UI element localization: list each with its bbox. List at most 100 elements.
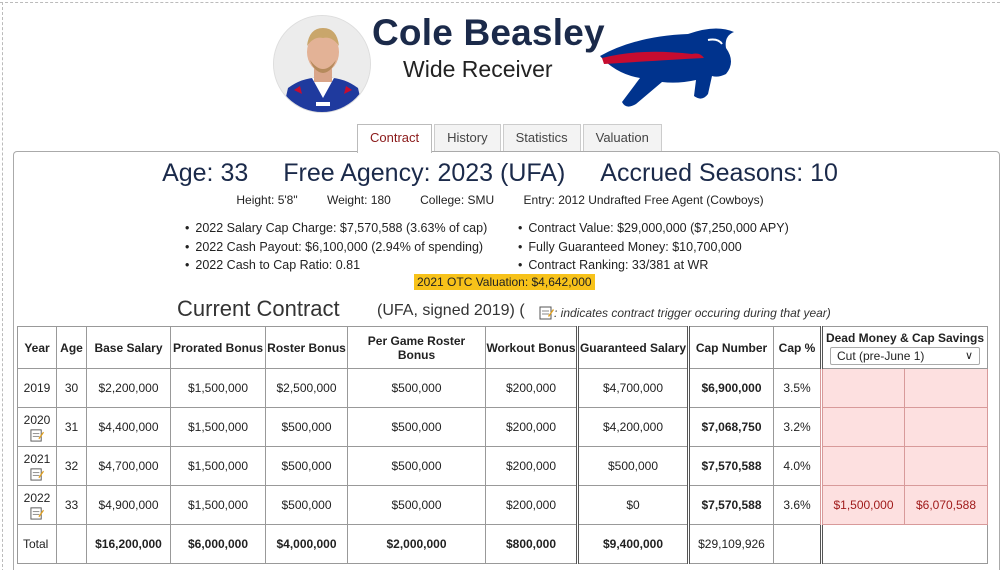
cell-age: 32 — [56, 446, 87, 486]
paren-open: ( — [519, 302, 525, 319]
tab-statistics[interactable]: Statistics — [502, 124, 581, 152]
cell-cap-savings — [904, 368, 988, 408]
cell-age: 30 — [56, 368, 87, 408]
cell-cap-percent: 3.6% — [773, 485, 822, 525]
cell-base-salary: $4,400,000 — [86, 407, 171, 447]
year-text: 2019 — [23, 381, 51, 395]
accrued-seasons-label: Accrued Seasons: 10 — [600, 159, 838, 187]
notepad-icon — [539, 306, 554, 320]
year-text: 2022 — [23, 490, 51, 505]
left-border — [2, 2, 3, 570]
cell-guaranteed-salary: $4,700,000 — [577, 368, 690, 408]
scenario-selected: Cut (pre-June 1) — [837, 348, 925, 363]
total-base-salary: $16,200,000 — [86, 524, 171, 564]
summary-headline: Age: 33 Free Agency: 2023 (UFA) Accrued … — [0, 159, 1000, 188]
cell-guaranteed-salary: $500,000 — [577, 446, 690, 486]
cell-cap-number: $7,570,588 — [688, 485, 774, 525]
cell-roster-bonus: $500,000 — [265, 485, 348, 525]
cell-prorated-bonus: $1,500,000 — [170, 368, 266, 408]
cell-prorated-bonus: $1,500,000 — [170, 407, 266, 447]
year-text: 2021 — [23, 451, 51, 466]
cell-year: 2022 — [17, 485, 57, 525]
weight-label: Weight: 180 — [326, 193, 391, 207]
player-photo — [273, 15, 371, 113]
cell-cap-savings — [904, 446, 988, 486]
player-name: Cole Beasley — [372, 12, 605, 53]
height-label: Height: 5'8" — [236, 193, 298, 207]
cell-year: 2021 — [17, 446, 57, 486]
cell-age: 33 — [56, 485, 87, 525]
cell-base-salary: $4,900,000 — [86, 485, 171, 525]
player-position: Wide Receiver — [403, 56, 553, 82]
cell-base-salary: $2,200,000 — [86, 368, 171, 408]
cell-year: 2019 — [17, 368, 57, 408]
table-header-row: Year Age Base Salary Prorated Bonus Rost… — [17, 326, 988, 369]
contract-table: Year Age Base Salary Prorated Bonus Rost… — [17, 326, 988, 564]
entry-label: Entry: 2012 Undrafted Free Agent (Cowboy… — [523, 193, 764, 207]
table-row: 2021 32 $4,700,000 $1,500,000 $500,000 $500,0… — [17, 446, 988, 486]
table-row: 2020 31 $4,400,000 $1,500,000 $500,000 $500,0… — [17, 407, 988, 447]
fact-item: Contract Ranking: 33/381 at WR — [518, 256, 789, 275]
fact-item: Fully Guaranteed Money: $10,700,000 — [518, 238, 789, 257]
scenario-dropdown[interactable]: Cut (pre-June 1) ∨ — [830, 346, 980, 365]
total-guaranteed-salary: $9,400,000 — [577, 524, 690, 564]
cell-prorated-bonus: $1,500,000 — [170, 485, 266, 525]
total-prorated-bonus: $6,000,000 — [170, 524, 266, 564]
age-label: Age: 33 — [162, 159, 249, 187]
cell-cap-number: $7,068,750 — [688, 407, 774, 447]
total-cap-number: $29,109,926 — [688, 524, 774, 564]
cell-cap-savings — [904, 407, 988, 447]
cell-cap-percent: 3.2% — [773, 407, 822, 447]
cell-per-game-roster-bonus: $500,000 — [347, 368, 486, 408]
notepad-icon[interactable] — [30, 506, 44, 520]
tab-history[interactable]: History — [434, 124, 501, 152]
player-bio: Height: 5'8" Weight: 180 College: SMU En… — [0, 193, 1000, 207]
cell-workout-bonus: $200,000 — [485, 407, 579, 447]
cell-workout-bonus: $200,000 — [485, 368, 579, 408]
table-total-row: Total $16,200,000 $6,000,000 $4,000,000 $2,0… — [17, 524, 988, 564]
free-agency-label: Free Agency: 2023 (UFA) — [283, 159, 566, 187]
cell-dead-money: $1,500,000 — [820, 485, 905, 525]
tab-contract[interactable]: Contract — [357, 124, 433, 153]
table-row: 2022 33 $4,900,000 $1,500,000 $500,000 $500,0… — [17, 485, 988, 525]
cell-guaranteed-salary: $4,200,000 — [577, 407, 690, 447]
col-age: Age — [56, 326, 87, 369]
total-dead-money — [820, 524, 988, 564]
top-border — [0, 2, 1000, 3]
cell-cap-percent: 4.0% — [773, 446, 822, 486]
cell-dead-money — [820, 407, 905, 447]
cell-roster-bonus: $500,000 — [265, 407, 348, 447]
trigger-legend: : indicates contract trigger occuring du… — [554, 306, 831, 320]
col-cap-percent: Cap % — [773, 326, 822, 369]
cell-prorated-bonus: $1,500,000 — [170, 446, 266, 486]
cell-year: 2020 — [17, 407, 57, 447]
cell-per-game-roster-bonus: $500,000 — [347, 485, 486, 525]
cell-guaranteed-salary: $0 — [577, 485, 690, 525]
notepad-icon[interactable] — [30, 467, 44, 481]
fact-item: 2022 Cash Payout: $6,100,000 (2.94% of s… — [185, 238, 487, 257]
total-label: Total — [17, 524, 57, 564]
cell-per-game-roster-bonus: $500,000 — [347, 407, 486, 447]
profile-tabs: Contract History Statistics Valuation — [357, 124, 664, 153]
fact-item: Contract Value: $29,000,000 ($7,250,000 … — [518, 219, 788, 238]
cell-dead-money — [820, 446, 905, 486]
cell-age: 31 — [56, 407, 87, 447]
total-workout-bonus: $800,000 — [485, 524, 579, 564]
col-guaranteed-salary: Guaranteed Salary — [577, 326, 690, 369]
player-header: Cole Beasley Wide Receiver — [0, 0, 1000, 120]
dead-money-header: Dead Money & Cap Savings — [825, 330, 985, 345]
cell-cap-savings: $6,070,588 — [904, 485, 988, 525]
col-per-game-roster-bonus: Per Game Roster Bonus — [347, 326, 486, 369]
col-roster-bonus: Roster Bonus — [265, 326, 348, 369]
chevron-down-icon: ∨ — [964, 349, 973, 362]
cap-facts-list: 2022 Salary Cap Charge: $7,570,588 (3.63… — [185, 219, 487, 275]
year-text: 2020 — [23, 412, 51, 427]
notepad-icon[interactable] — [30, 428, 44, 442]
total-roster-bonus: $4,000,000 — [265, 524, 348, 564]
tab-valuation[interactable]: Valuation — [582, 124, 662, 152]
contract-type-text: (UFA, signed 2019) — [377, 302, 515, 319]
contract-type: (UFA, signed 2019) ( — [377, 302, 525, 320]
fact-item: 2022 Cash to Cap Ratio: 0.81 — [185, 256, 487, 275]
col-prorated-bonus: Prorated Bonus — [170, 326, 266, 369]
col-dead-money: Dead Money & Cap Savings Cut (pre-June 1… — [820, 326, 988, 369]
